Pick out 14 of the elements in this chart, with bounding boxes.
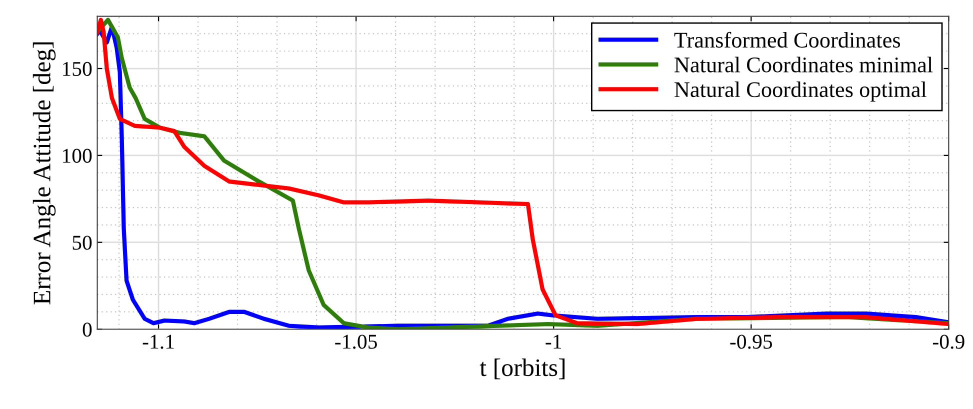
legend-label: Transformed Coordinates <box>674 32 900 48</box>
legend-label: Natural Coordinates minimal <box>674 56 933 72</box>
y-tick-label: 100 <box>63 148 92 163</box>
x-tick-label: -1.1 <box>142 334 174 349</box>
y-tick-label: 150 <box>63 62 92 76</box>
x-tick-label: -0.95 <box>730 334 772 349</box>
x-tick-label: -0.9 <box>932 334 964 349</box>
y-tick-label: 50 <box>72 236 92 250</box>
y-tick-label: 0 <box>82 322 92 337</box>
y-axis-title: Error Angle Attitude [deg] <box>32 42 56 304</box>
legend-label: Natural Coordinates optimal <box>674 82 926 102</box>
x-tick-label: -1.05 <box>335 334 377 349</box>
x-tick-label: -1 <box>546 334 562 349</box>
x-axis-title: t [orbits] <box>480 358 565 380</box>
